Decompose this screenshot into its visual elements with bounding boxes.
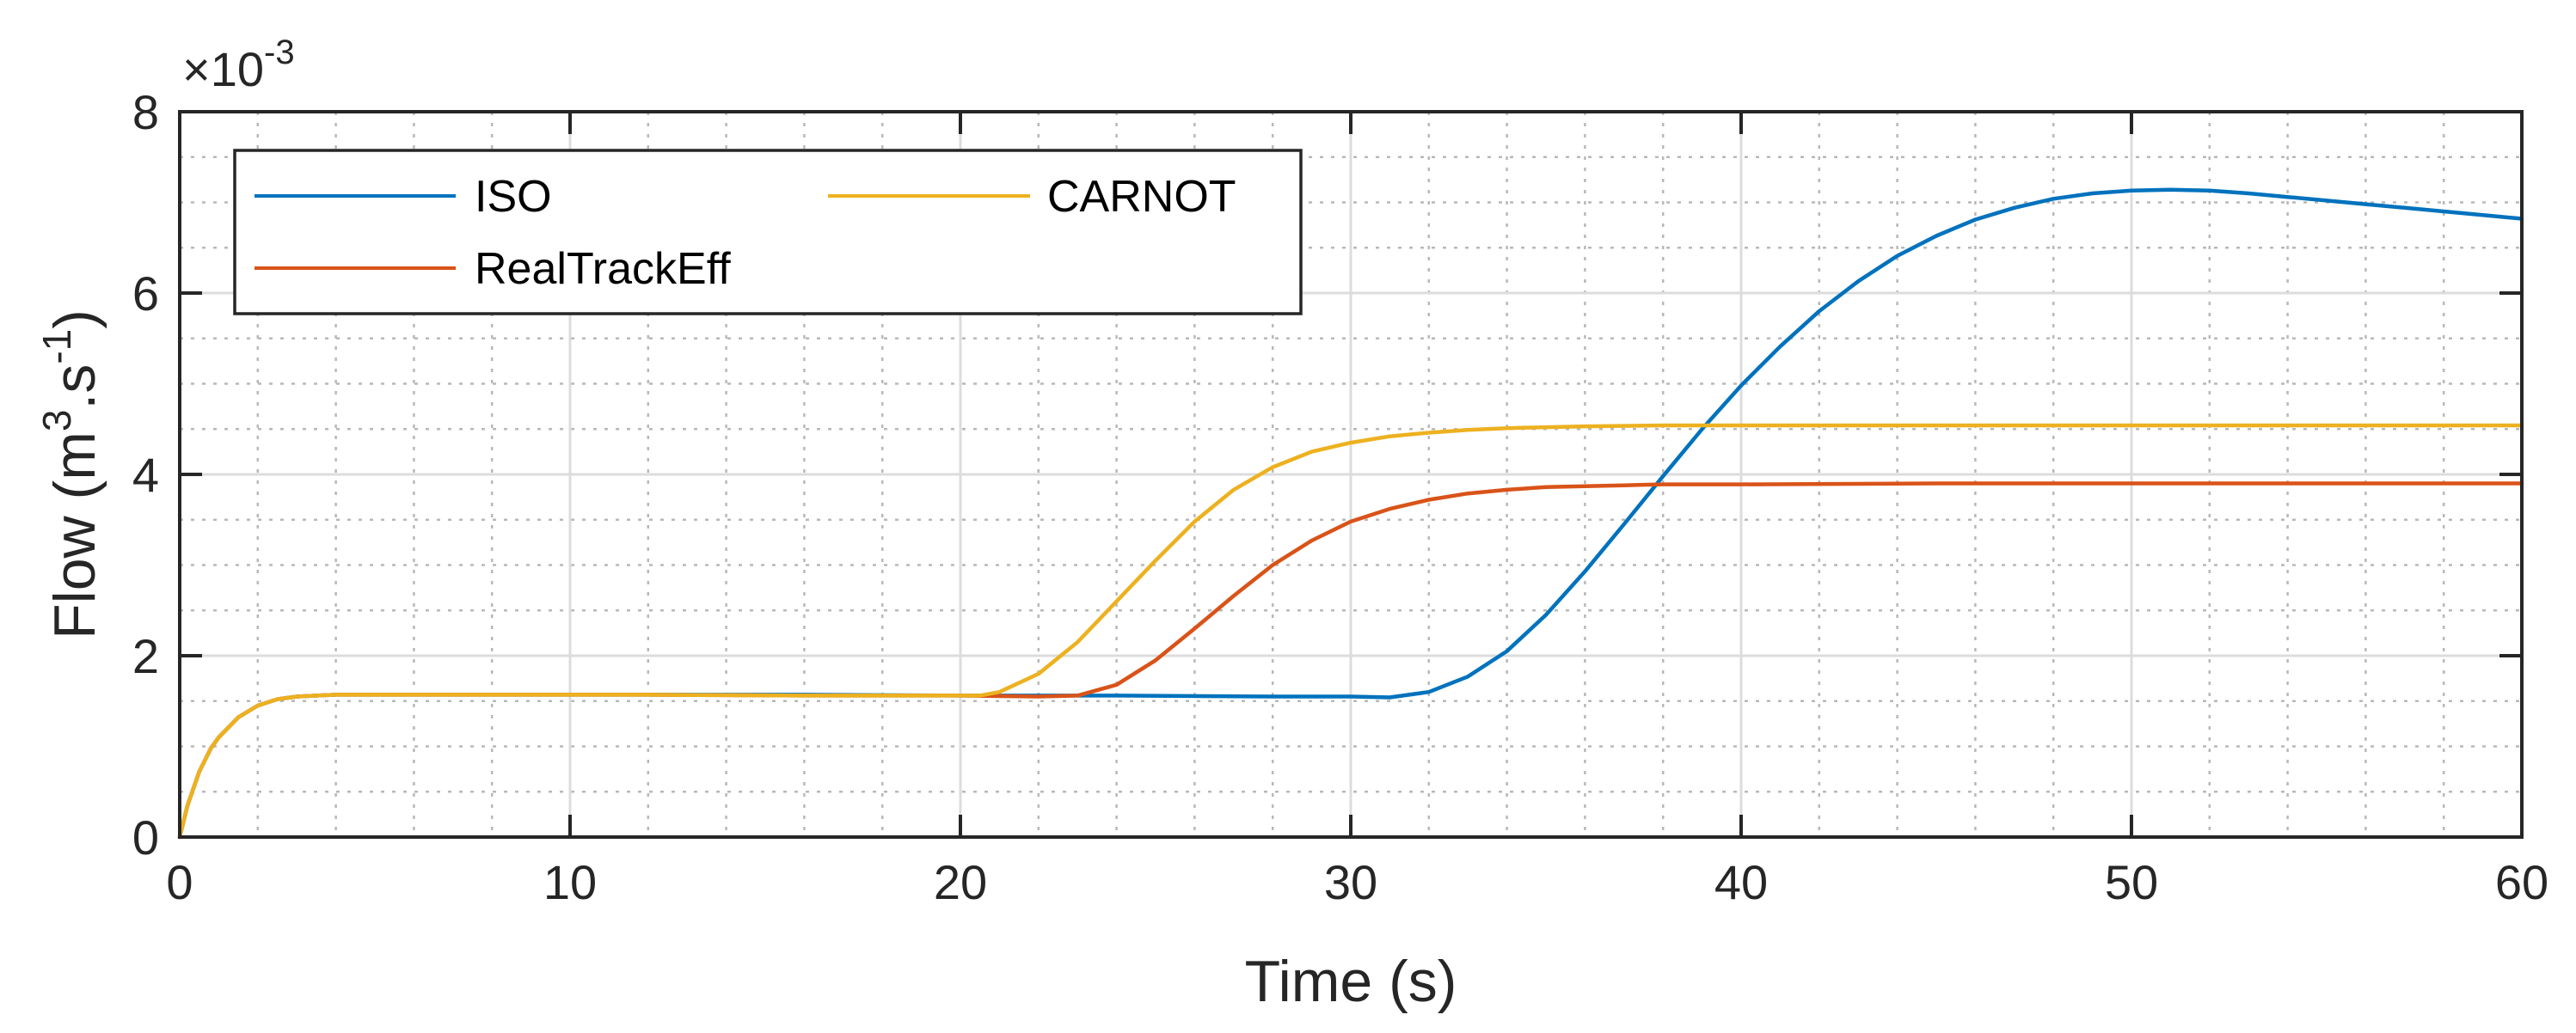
x-tick-label: 0 xyxy=(166,855,193,909)
minor-grid xyxy=(180,112,2522,837)
legend: ISO CARNOT RealTrackEff xyxy=(233,149,1303,315)
legend-label-iso: ISO xyxy=(475,172,552,222)
legend-label-realtrackeff: RealTrackEff xyxy=(475,244,731,294)
legend-label-carnot: CARNOT xyxy=(1047,172,1236,222)
legend-box xyxy=(233,149,1303,315)
x-tick-label: 60 xyxy=(2495,855,2548,909)
x-tick-label: 30 xyxy=(1324,855,1377,909)
y-tick-label: 6 xyxy=(132,266,159,321)
y-tick-labels: 0 2 4 6 8 xyxy=(132,85,159,865)
x-tick-label: 20 xyxy=(934,855,987,909)
x-tick-label: 10 xyxy=(543,855,597,909)
y-axis-title: Flow (m3.s-1) xyxy=(34,309,107,639)
series-layer xyxy=(177,187,2524,840)
series-line-carnot xyxy=(177,423,2524,840)
axis-ticks xyxy=(178,110,2524,839)
y-tick-label: 2 xyxy=(132,629,159,683)
y-tick-label: 0 xyxy=(132,810,159,865)
x-tick-label: 40 xyxy=(1714,855,1768,909)
y-exponent-label: ×10-3 xyxy=(182,34,295,96)
y-tick-label: 8 xyxy=(132,85,159,139)
x-tick-labels: 0 10 20 30 40 50 60 xyxy=(166,855,2548,909)
x-tick-label: 50 xyxy=(2105,855,2158,909)
x-axis-title: Time (s) xyxy=(1245,949,1457,1014)
y-tick-label: 4 xyxy=(132,448,159,502)
